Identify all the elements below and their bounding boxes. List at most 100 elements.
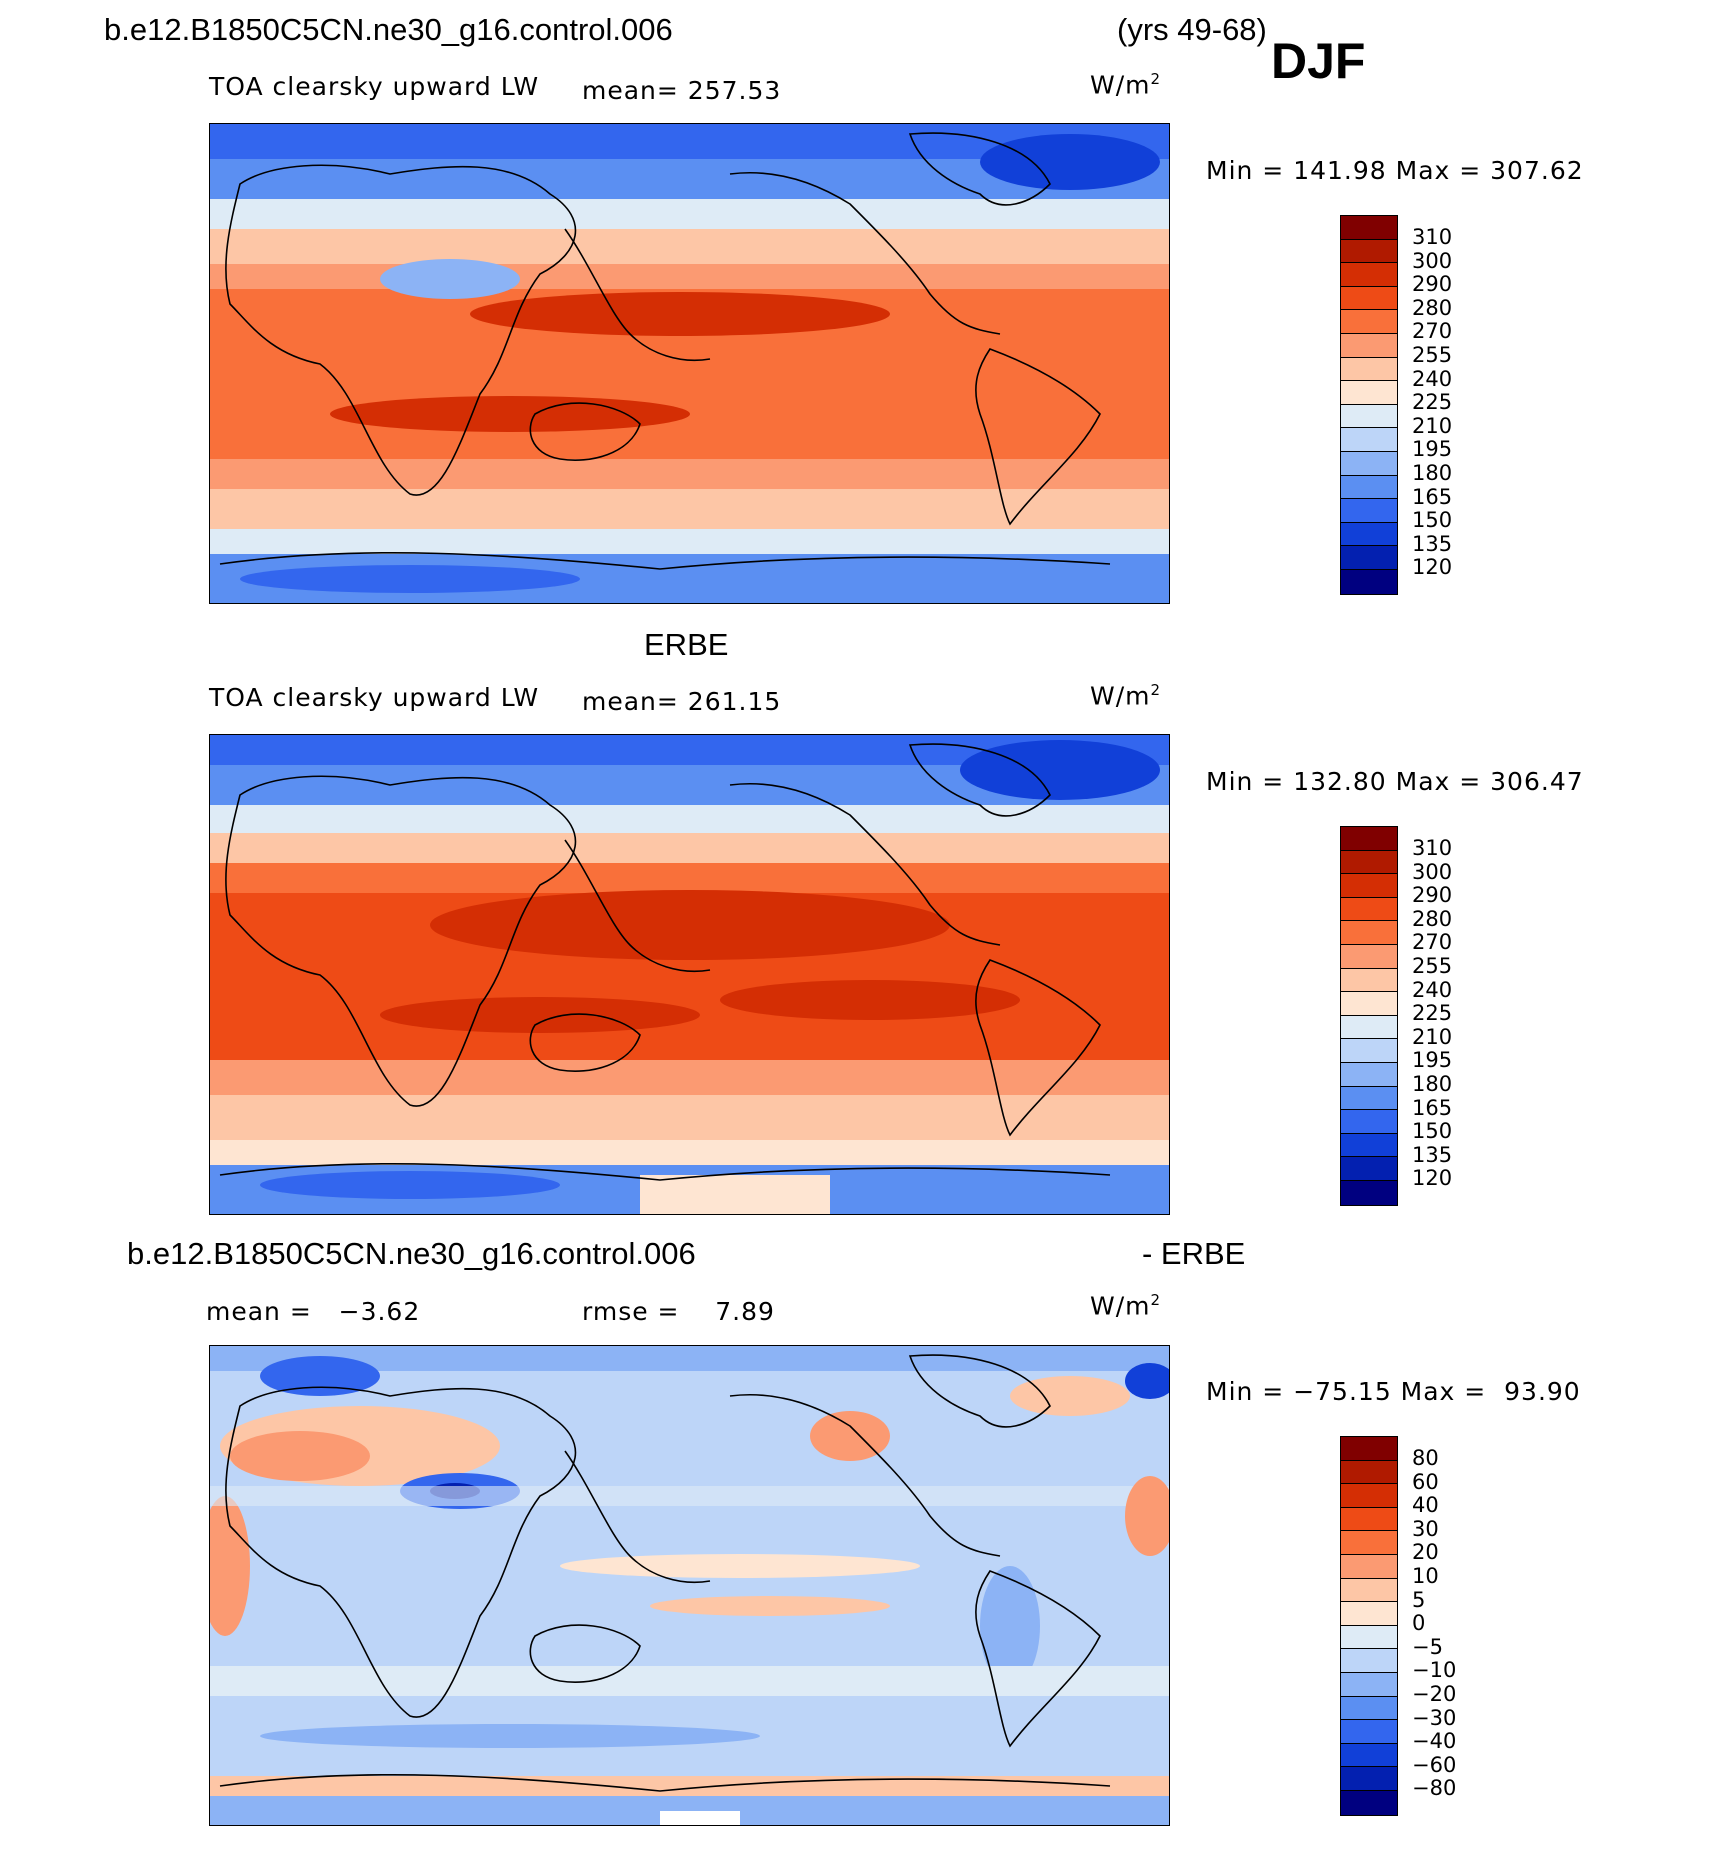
colorbar-tick-label: 225: [1412, 390, 1453, 415]
colorbar-swatch: [1341, 968, 1397, 993]
colorbar-tick-label: −20: [1412, 1682, 1457, 1706]
panel2-minmax: Min = 132.80 Max = 306.47: [1206, 767, 1584, 796]
colorbar-tick-label: 60: [1412, 1469, 1439, 1494]
colorbar-tick-label: 280: [1412, 295, 1453, 320]
colorbar-swatch: [1341, 1625, 1397, 1650]
colorbar-tick-label: 300: [1412, 248, 1453, 273]
colorbar-tick-label: 10: [1412, 1564, 1439, 1588]
colorbar-tick-label: −10: [1412, 1658, 1457, 1683]
panel1-minmax: Min = 141.98 Max = 307.62: [1206, 156, 1584, 185]
colorbar-tick-label: 210: [1412, 1024, 1453, 1049]
colorbar-swatch: [1341, 1554, 1397, 1579]
colorbar-tick-label: 290: [1412, 883, 1453, 908]
colorbar-difference: [1340, 1436, 1398, 1816]
colorbar-swatch: [1341, 475, 1397, 500]
colorbar-tick-label: 310: [1412, 225, 1453, 249]
colorbar-tick-label: −80: [1412, 1776, 1457, 1801]
panel2-mean: mean= 261.15: [582, 687, 782, 716]
colorbar-tick-label: 255: [1412, 954, 1453, 978]
colorbar-tick-label: 270: [1412, 930, 1453, 955]
colorbar-tick-label: −60: [1412, 1752, 1457, 1777]
colorbar-swatch: [1341, 1039, 1397, 1063]
season-label: DJF: [1271, 33, 1366, 89]
colorbar-tick-label: 30: [1412, 1516, 1439, 1541]
colorbar-swatch: [1341, 569, 1397, 594]
colorbar-swatch: [1341, 263, 1397, 287]
colorbar-tick-label: 195: [1412, 437, 1453, 462]
panel2-units: W/m2: [1090, 681, 1162, 711]
panel2-variable: TOA clearsky upward LW: [209, 683, 540, 712]
obs-map: [209, 734, 1170, 1215]
panel3-title-right: - ERBE: [1142, 1236, 1246, 1271]
colorbar-tick-label: 150: [1412, 508, 1453, 533]
colorbar-tick-label: 280: [1412, 906, 1453, 931]
panel1-mean: mean= 257.53: [582, 76, 782, 105]
colorbar-tick-label: 5: [1412, 1587, 1426, 1612]
colorbar-swatch: [1341, 850, 1397, 875]
colorbar-tick-label: 240: [1412, 366, 1453, 391]
panel3-mean: mean = −3.62: [206, 1297, 421, 1326]
panel3-rmse: rmse = 7.89: [582, 1297, 775, 1326]
colorbar-tick-label: 180: [1412, 461, 1453, 485]
colorbar-swatch: [1341, 1578, 1397, 1603]
difference-map: [209, 1345, 1170, 1826]
colorbar-swatch: [1341, 1460, 1397, 1485]
colorbar-swatch: [1341, 1672, 1397, 1697]
panel2-title: ERBE: [644, 627, 729, 662]
colorbar-swatch: [1341, 1133, 1397, 1158]
colorbar-swatch: [1341, 239, 1397, 264]
colorbar-swatch: [1341, 333, 1397, 358]
colorbar-swatch: [1341, 874, 1397, 898]
panel1-variable: TOA clearsky upward LW: [209, 72, 540, 101]
colorbar-tick-label: 0: [1412, 1611, 1426, 1636]
colorbar-swatch: [1341, 992, 1397, 1016]
colorbar-swatch: [1341, 1157, 1397, 1181]
colorbar-obs: [1340, 826, 1398, 1206]
colorbar-tick-label: 270: [1412, 319, 1453, 344]
colorbar-swatch: [1341, 1602, 1397, 1626]
colorbar-tick-label: 300: [1412, 859, 1453, 884]
colorbar-swatch: [1341, 522, 1397, 547]
colorbar-swatch: [1341, 1015, 1397, 1040]
colorbar-swatch: [1341, 1086, 1397, 1111]
colorbar-swatch: [1341, 1180, 1397, 1205]
colorbar-tick-label: −30: [1412, 1705, 1457, 1730]
colorbar-tick-label: 120: [1412, 555, 1453, 580]
colorbar-tick-label: 195: [1412, 1048, 1453, 1073]
colorbar-swatch: [1341, 1743, 1397, 1768]
colorbar-swatch: [1341, 404, 1397, 429]
colorbar-swatch: [1341, 1720, 1397, 1744]
colorbar-tick-label: 135: [1412, 1142, 1453, 1167]
colorbar-tick-label: 120: [1412, 1166, 1453, 1191]
colorbar-swatch: [1341, 357, 1397, 382]
model-map: [209, 123, 1170, 604]
colorbar-swatch: [1341, 546, 1397, 570]
colorbar-swatch: [1341, 286, 1397, 311]
colorbar-swatch: [1341, 1110, 1397, 1134]
colorbar-tick-label: 135: [1412, 531, 1453, 556]
colorbar-tick-label: 255: [1412, 343, 1453, 367]
colorbar-swatch: [1341, 1767, 1397, 1791]
colorbar-swatch: [1341, 310, 1397, 334]
colorbar-tick-label: 150: [1412, 1119, 1453, 1144]
colorbar-tick-label: −40: [1412, 1729, 1457, 1754]
colorbar-tick-label: 80: [1412, 1446, 1439, 1470]
colorbar-tick-label: 210: [1412, 413, 1453, 438]
colorbar-swatch: [1341, 1649, 1397, 1673]
colorbar-swatch: [1341, 1790, 1397, 1815]
colorbar-swatch: [1341, 1484, 1397, 1508]
colorbar-swatch: [1341, 944, 1397, 969]
colorbar-tick-label: 180: [1412, 1072, 1453, 1096]
panel1-units: W/m2: [1090, 70, 1162, 100]
colorbar-swatch: [1341, 381, 1397, 405]
colorbar-swatch: [1341, 451, 1397, 476]
panel3-units: W/m2: [1090, 1291, 1162, 1321]
panel3-minmax: Min = −75.15 Max = 93.90: [1206, 1377, 1581, 1406]
colorbar-swatch: [1341, 428, 1397, 452]
colorbar-swatch: [1341, 1696, 1397, 1721]
colorbar-tick-label: 20: [1412, 1540, 1439, 1565]
colorbar-swatch: [1341, 897, 1397, 922]
colorbar-swatch: [1341, 827, 1397, 851]
colorbar-swatch: [1341, 1531, 1397, 1555]
colorbar-tick-label: 310: [1412, 836, 1453, 860]
